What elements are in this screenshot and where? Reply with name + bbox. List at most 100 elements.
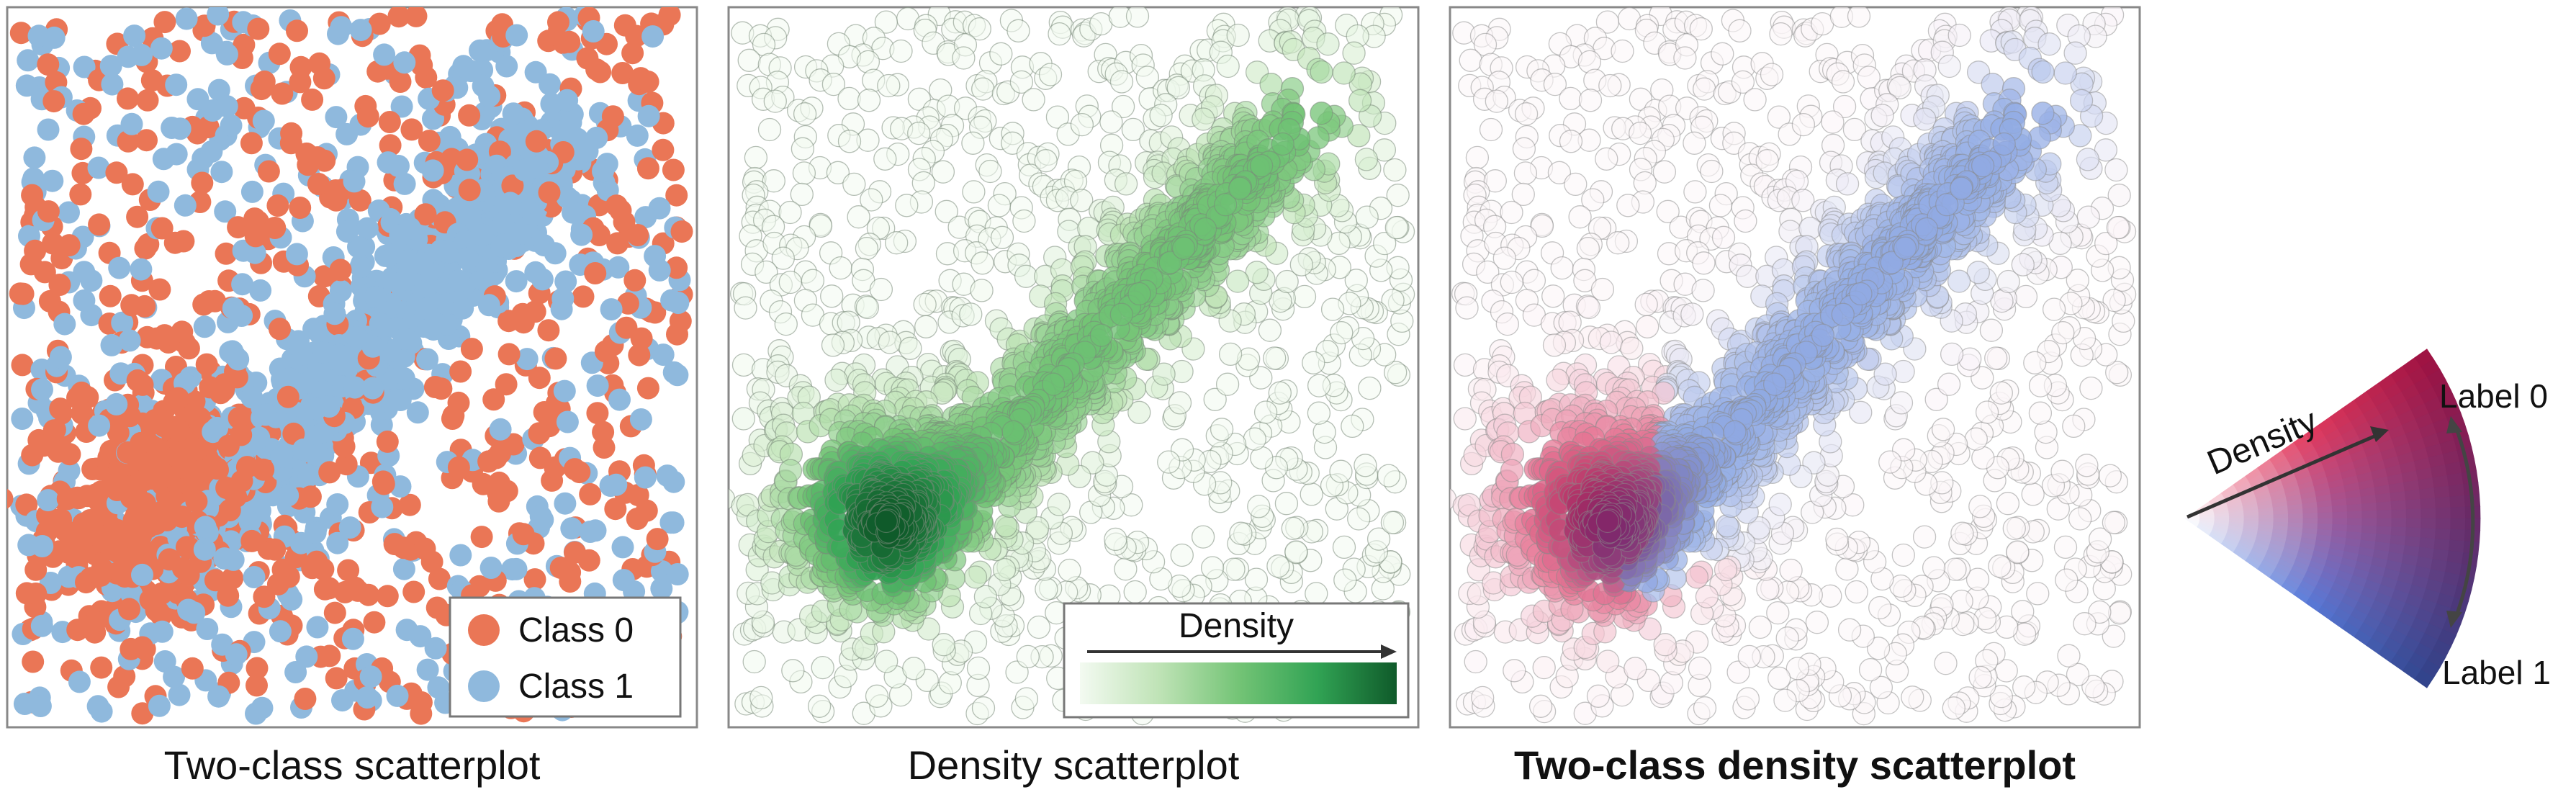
density-point [826, 161, 850, 184]
density-point [1968, 495, 1992, 518]
point-class-1 [183, 601, 206, 624]
density-point [973, 585, 998, 608]
density-point [781, 659, 805, 683]
density-point [899, 336, 922, 360]
density-point [935, 199, 958, 223]
density-point [778, 200, 802, 225]
density-point [1559, 130, 1583, 153]
point-class-0 [458, 104, 481, 127]
density-point [1693, 696, 1717, 720]
point-class-0 [42, 419, 66, 442]
point-class-1 [73, 55, 96, 78]
point-class-1 [459, 60, 482, 83]
density-point [1989, 381, 2013, 405]
point-class-1 [295, 645, 318, 668]
density-point [809, 214, 833, 238]
density-point [1683, 180, 1707, 204]
density-point [1226, 23, 1250, 48]
density-point [2079, 376, 2103, 400]
point-class-1 [306, 444, 329, 467]
point-class-1 [416, 348, 439, 371]
density-point [968, 17, 991, 41]
density-point [869, 277, 893, 302]
point-class-0 [487, 471, 510, 494]
point-class-0 [379, 134, 402, 157]
density-point [1127, 400, 1151, 424]
point-class-1 [53, 313, 76, 336]
point-class-1 [37, 118, 60, 141]
point-class-0 [368, 12, 391, 35]
point-class-0 [294, 688, 317, 710]
density-point [829, 256, 852, 280]
density-point [1766, 601, 1790, 625]
density-point [907, 121, 931, 145]
point-class-0 [410, 702, 433, 725]
density-point [2026, 582, 2050, 606]
point-class-0 [72, 102, 95, 125]
point-class-1 [411, 252, 434, 275]
density-point [1012, 209, 1036, 233]
point-class-0 [89, 564, 112, 587]
density-point [2106, 215, 2130, 240]
density-point [1099, 110, 1123, 134]
point-class-1 [108, 256, 131, 279]
density-point [1218, 342, 1243, 367]
density-point [2104, 158, 2128, 182]
density-point [877, 73, 901, 98]
density-point [1728, 19, 1752, 42]
point-class-1 [186, 88, 210, 111]
point-class-0 [12, 282, 35, 305]
density-point [971, 696, 996, 720]
point-class-0 [538, 181, 561, 204]
density-point [966, 656, 991, 680]
density-point [1038, 63, 1063, 86]
density-point [1464, 650, 1487, 674]
point-class-0 [636, 377, 659, 400]
density-point [791, 137, 815, 161]
point-class-0 [525, 130, 548, 153]
density-point [1989, 685, 2013, 709]
density-point [1157, 450, 1181, 474]
density-point [1825, 527, 1849, 552]
point-class-1 [49, 346, 72, 369]
point-class-1 [251, 696, 274, 719]
point-class-0 [253, 585, 276, 608]
point-class-0 [24, 239, 47, 262]
density-point [878, 331, 902, 354]
point-class-1 [231, 273, 254, 296]
density-point [989, 42, 1013, 66]
density-point [914, 315, 938, 338]
density-point [1503, 659, 1526, 683]
point-class-0 [572, 285, 595, 308]
point-class-1 [87, 156, 110, 179]
point-class-0 [99, 284, 122, 307]
point-class-1 [41, 169, 64, 192]
density-point [1965, 567, 1990, 591]
density-point [1634, 292, 1658, 317]
point-class-0 [99, 439, 122, 462]
density-point [821, 72, 846, 96]
point-class-1 [222, 297, 245, 320]
density-point [837, 130, 862, 153]
point-class-0 [113, 665, 136, 688]
density-point [2053, 535, 2078, 559]
density-point [963, 565, 988, 589]
point-class-0 [528, 422, 551, 445]
point-class-0 [139, 588, 162, 611]
legend: Class 0 Class 1 [449, 596, 682, 718]
density-point [771, 246, 795, 270]
point-class-1 [570, 223, 593, 246]
density-point [1329, 459, 1353, 483]
density-point [1495, 312, 1519, 336]
density-point [2073, 612, 2097, 636]
density-point [1216, 54, 1240, 78]
point-class-0 [37, 53, 60, 76]
density-point [1384, 215, 1408, 240]
point-class-1 [449, 544, 472, 567]
point-class-0 [280, 122, 303, 145]
density-point [1035, 577, 1058, 601]
point-class-0 [470, 526, 493, 549]
point-class-1 [312, 341, 335, 364]
point-class-1 [30, 614, 53, 637]
point-class-0 [66, 619, 89, 642]
